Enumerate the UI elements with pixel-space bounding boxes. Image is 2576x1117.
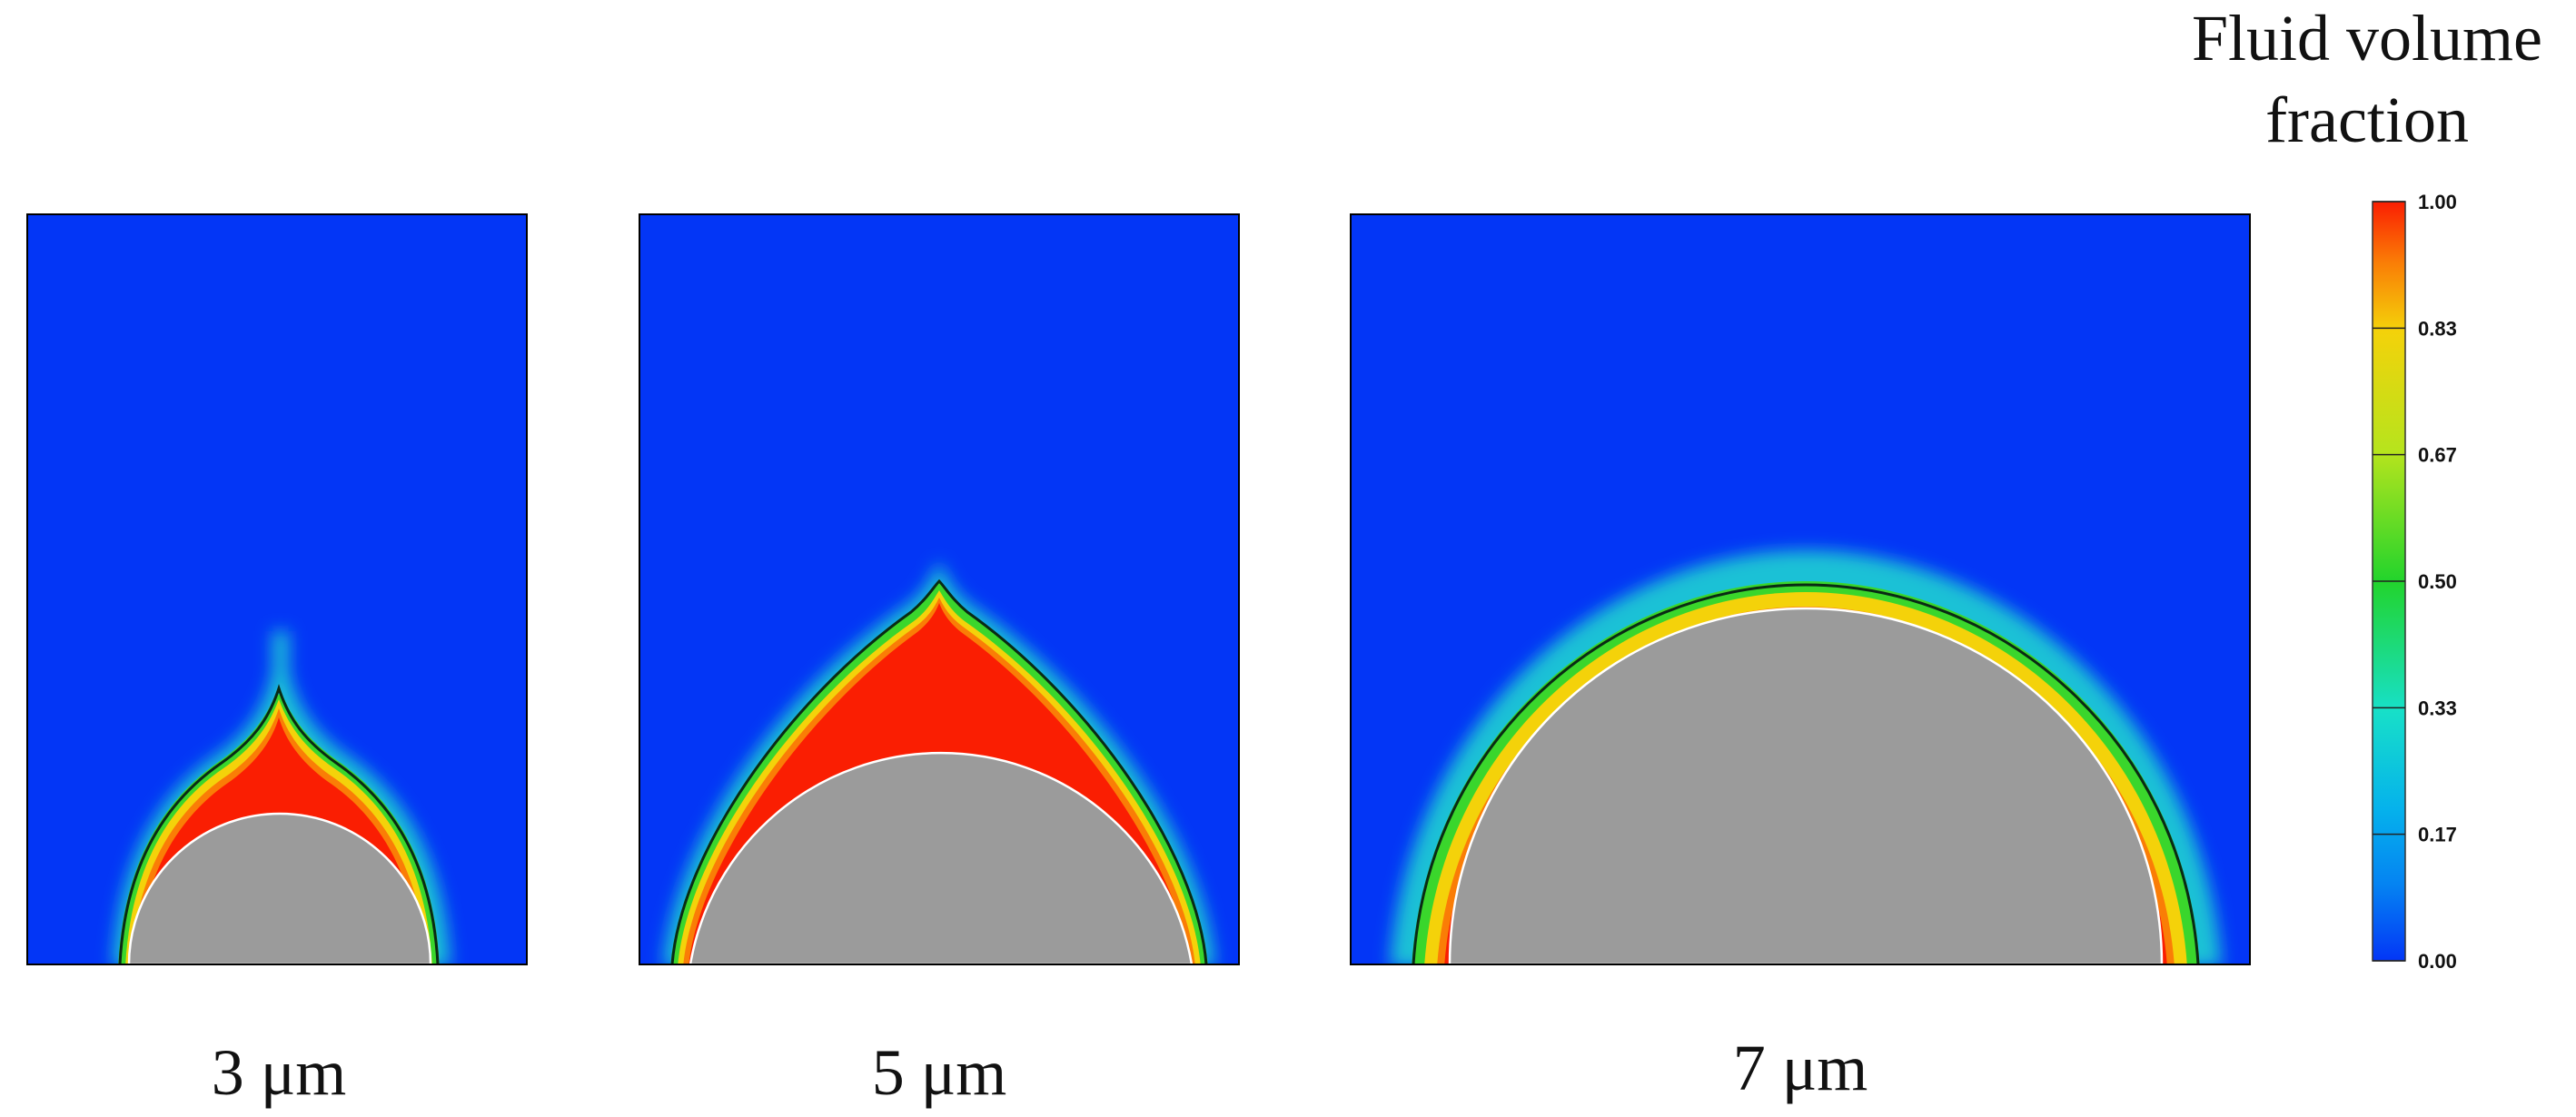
colorbar-legend: Fluid volume fraction 1.00 0.83 0.67 0.50 0.… [2192, 2, 2542, 973]
colorbar-tick-label: 0.83 [2418, 317, 2457, 340]
particle [127, 812, 432, 964]
colorbar-tick-label: 0.17 [2418, 824, 2457, 846]
panel-frame [26, 213, 528, 965]
colorbar-ticks: 1.00 0.83 0.67 0.50 0.33 0.17 0.00 [2373, 191, 2457, 973]
colorbar-tick-label: 0.33 [2418, 697, 2457, 719]
panel-label-7um: 7 μm [1733, 1032, 1868, 1104]
panel-7um [1351, 214, 2250, 964]
colorbar-tick-label: 1.00 [2418, 191, 2457, 213]
colorbar-tick-label: 0.67 [2418, 444, 2457, 467]
panel-label-5um: 5 μm [872, 1036, 1007, 1109]
panel-frame [639, 213, 1240, 965]
panel-5um [639, 214, 1239, 964]
colorbar-tick-label: 0.50 [2418, 570, 2457, 593]
particle [689, 751, 1194, 964]
panel-frame [1350, 213, 2251, 965]
panel-3um [27, 214, 527, 964]
legend-title-line1: Fluid volume [2192, 2, 2542, 74]
particle [1448, 607, 2164, 964]
legend-title-line2: fraction [2265, 84, 2469, 156]
colorbar-tick-label: 0.00 [2418, 950, 2457, 973]
panel-label-3um: 3 μm [212, 1036, 347, 1109]
